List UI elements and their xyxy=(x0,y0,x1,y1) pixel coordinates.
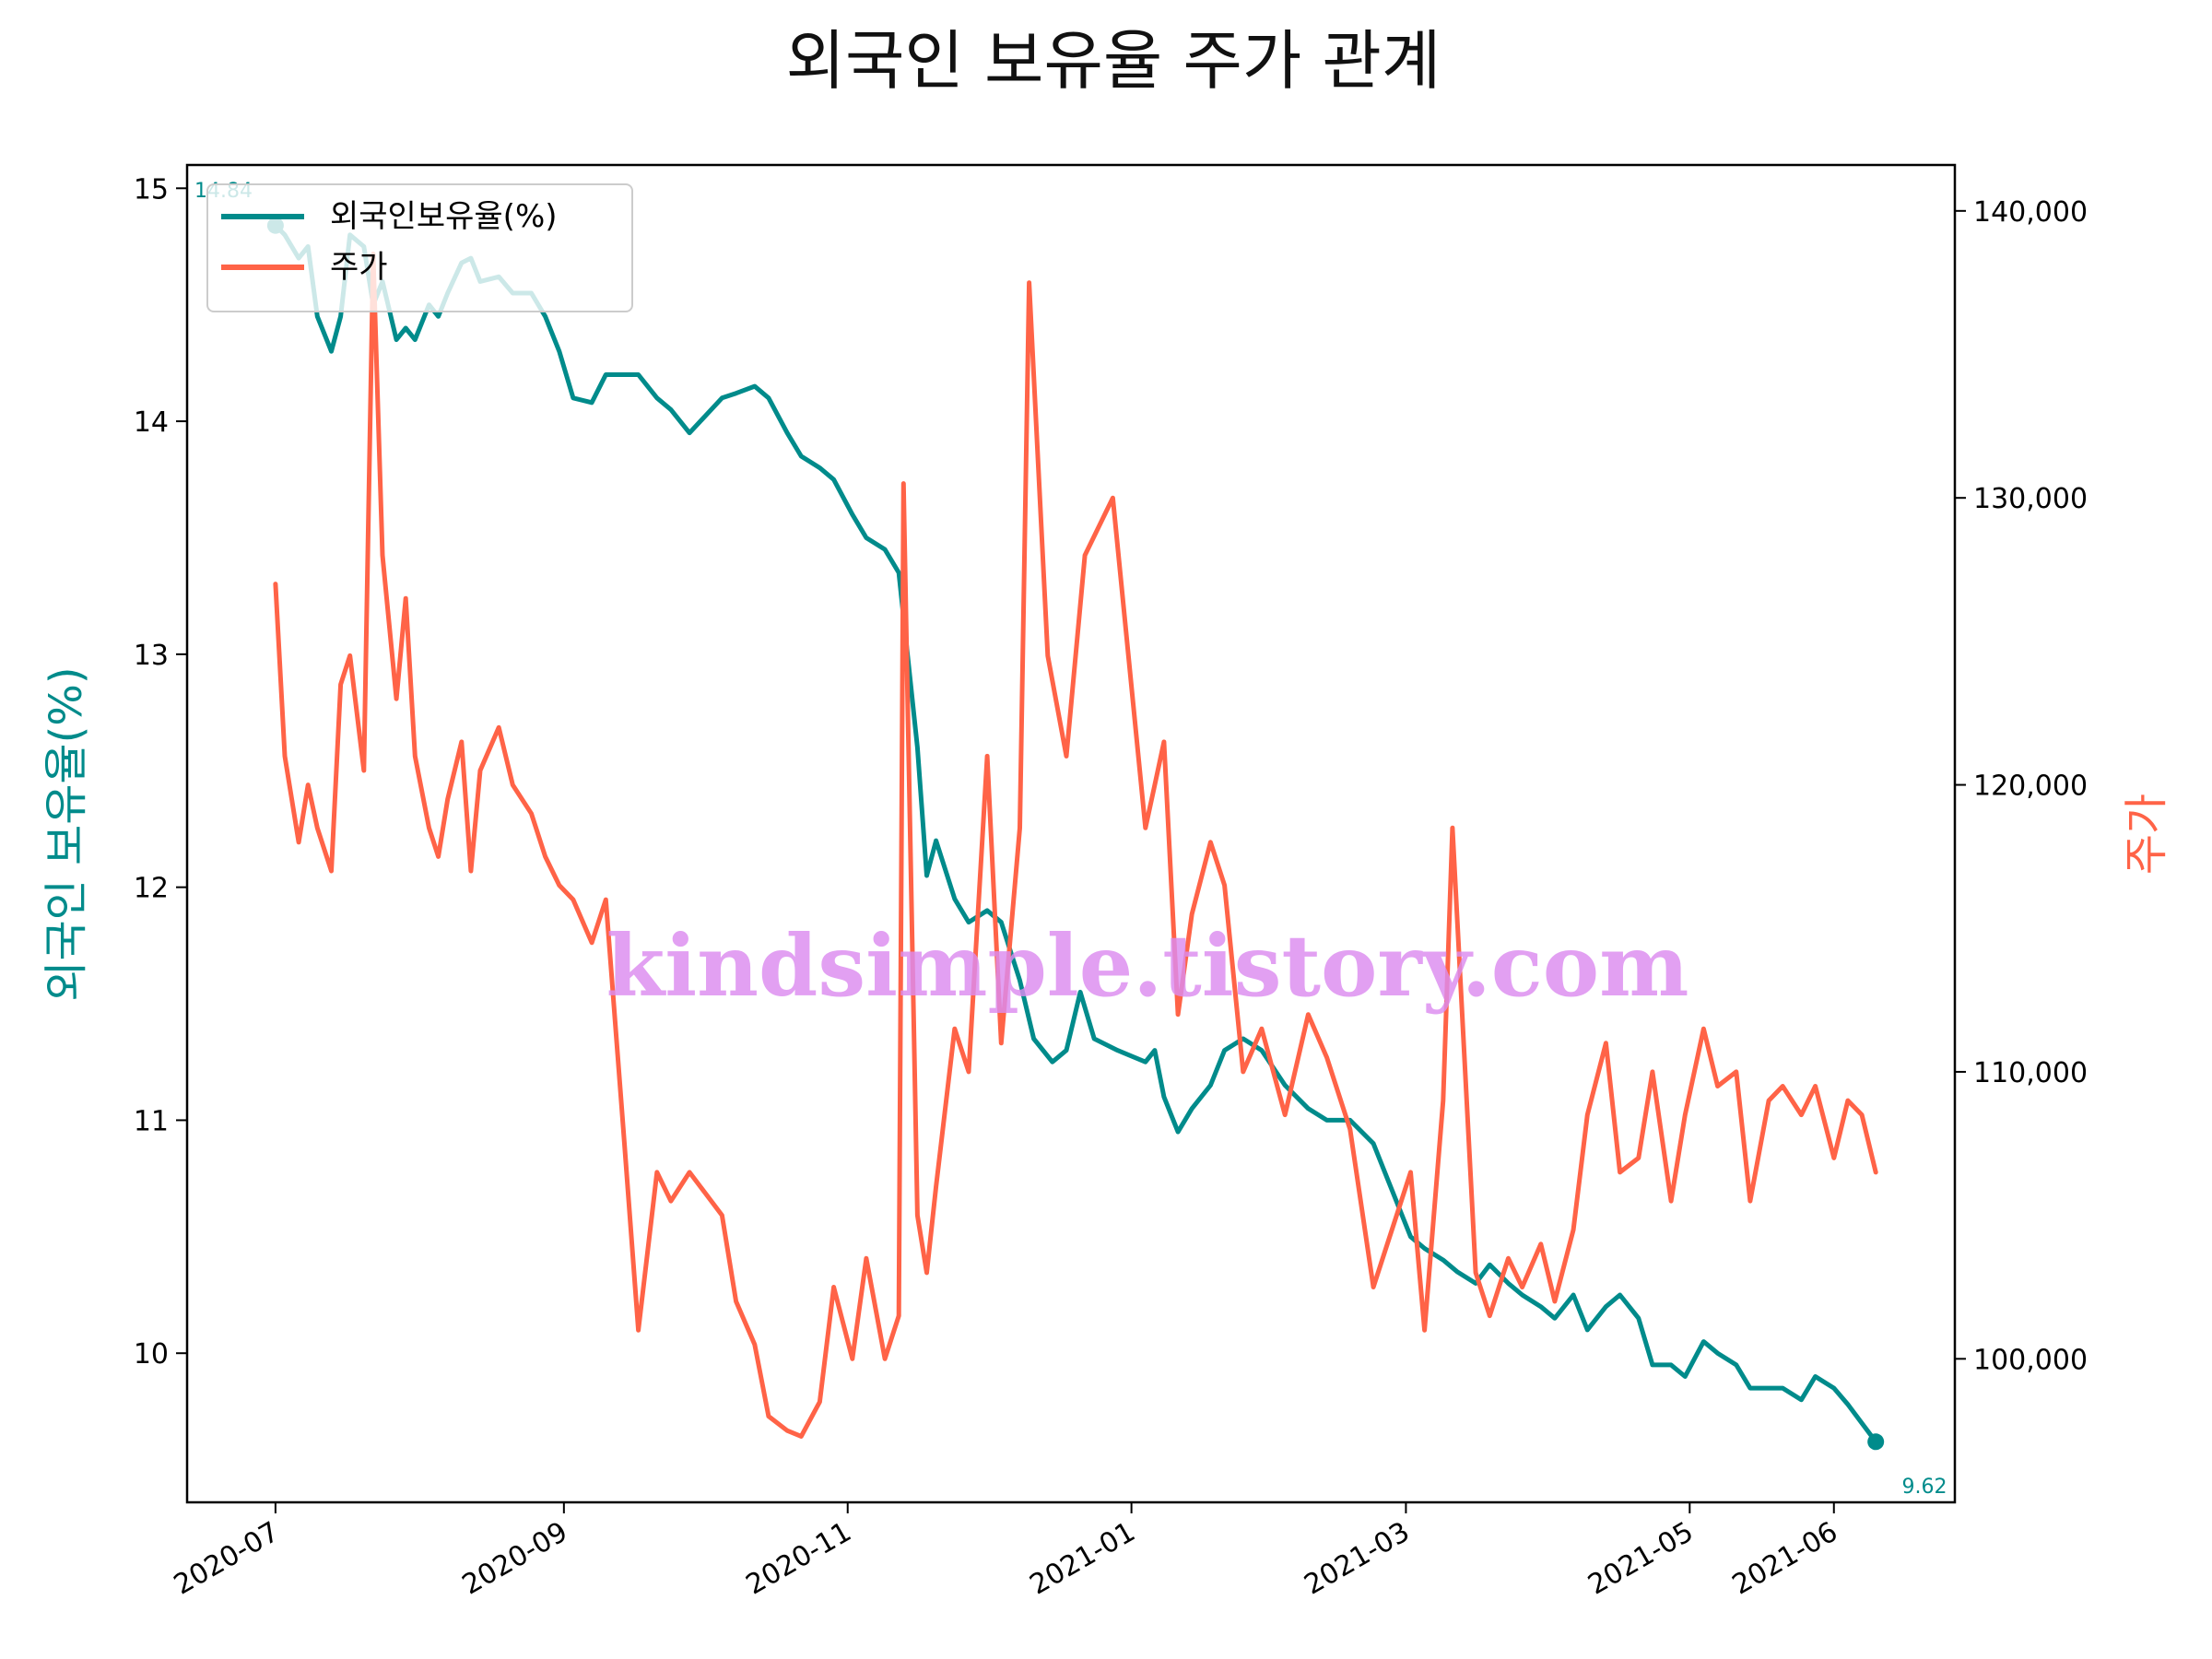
y-left-tick-label: 12 xyxy=(134,873,169,905)
x-tick-label: 2021-01 xyxy=(1025,1516,1141,1602)
plot-frame xyxy=(185,163,1957,1504)
y-right-tick-label: 100,000 xyxy=(1973,1344,2088,1376)
x-axis: 2020-07 2020-09 2020-11 2021-01 2021-03 2021-… xyxy=(169,1502,1843,1602)
legend-label-price: 주가 xyxy=(330,249,388,286)
y-right-tick-label: 110,000 xyxy=(1973,1057,2088,1089)
watermark-text: kindsimple.tistory.com xyxy=(606,916,1688,1016)
y-left-axis-title: 외국인 보유율(%) xyxy=(41,666,92,1001)
y-axis-right: 100,000 110,000 120,000 130,000 140,000 xyxy=(1955,196,2088,1376)
x-tick-label: 2020-07 xyxy=(169,1516,285,1602)
series-line-ownership xyxy=(273,223,1878,1444)
x-tick-label: 2021-03 xyxy=(1299,1516,1415,1602)
y-right-tick-label: 120,000 xyxy=(1973,771,2088,803)
x-tick-label: 2021-05 xyxy=(1583,1516,1699,1602)
series-line-price xyxy=(273,252,1878,1439)
y-left-tick-label: 13 xyxy=(134,640,169,672)
chart-title: 외국인 보유율 주가 관계 xyxy=(786,23,1441,99)
y-left-tick-label: 11 xyxy=(134,1105,169,1137)
y-right-tick-label: 140,000 xyxy=(1973,196,2088,229)
y-right-axis-title: 주가 xyxy=(2121,794,2172,875)
y-left-tick-label: 14 xyxy=(134,406,169,439)
x-tick-label: 2020-11 xyxy=(741,1516,857,1602)
y-left-tick-label: 10 xyxy=(134,1338,169,1371)
y-axis-left: 10 11 12 13 14 15 xyxy=(134,173,187,1371)
legend-box xyxy=(206,183,633,312)
y-right-tick-label: 130,000 xyxy=(1973,483,2088,515)
plot-area xyxy=(266,217,1885,1451)
legend: 외국인보유율(%) 주가 xyxy=(206,183,633,312)
y-left-tick-label: 15 xyxy=(134,173,169,206)
end-point-marker xyxy=(1867,1433,1885,1451)
x-tick-label: 2021-06 xyxy=(1727,1516,1843,1602)
legend-label-ownership: 외국인보유율(%) xyxy=(330,198,558,235)
end-value-label: 9.62 xyxy=(1902,1476,1947,1499)
x-tick-label: 2020-09 xyxy=(457,1516,573,1602)
